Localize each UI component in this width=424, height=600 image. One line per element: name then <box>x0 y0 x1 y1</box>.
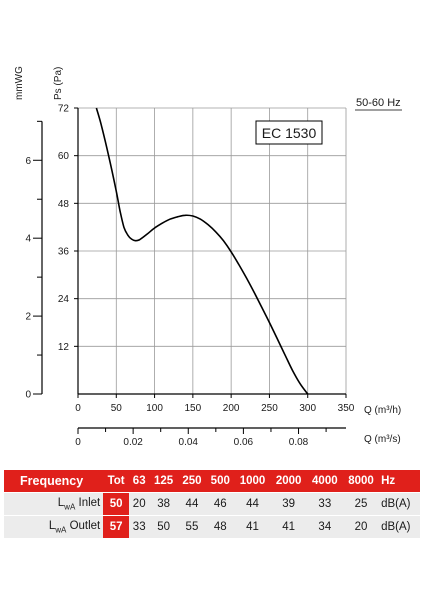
x-primary-tick-label: 100 <box>146 403 163 414</box>
y-primary-label: Ps (Pa) <box>53 67 64 100</box>
x-secondary-tick-label: 0 <box>75 437 81 448</box>
row-prefix: L <box>48 519 56 532</box>
inlet-value: 20 <box>128 492 150 516</box>
inlet-unit: dB(A) <box>379 492 420 516</box>
row-name: Inlet <box>78 496 101 509</box>
x-secondary-tick-label: 0.08 <box>289 437 309 448</box>
header-freq-125: 125 <box>149 470 178 493</box>
y-primary-tick-label: 60 <box>58 151 70 162</box>
y-secondary-tick-label: 0 <box>25 390 31 401</box>
x-primary-tick-label: 150 <box>185 403 202 414</box>
header-freq-250: 250 <box>177 470 207 493</box>
x-secondary-tick-label: 0.06 <box>234 437 254 448</box>
y-primary-tick-label: 48 <box>58 199 70 210</box>
y-secondary-tick-label: 2 <box>25 312 31 323</box>
inlet-value: 46 <box>206 492 235 516</box>
x-primary-tick-label: 0 <box>75 403 81 414</box>
table-row-inlet: LwA Inlet 50 20 38 44 46 44 39 33 25 dB(… <box>4 492 420 516</box>
table-row-outlet: LwA Outlet 57 33 50 55 48 41 41 34 20 dB… <box>4 515 420 538</box>
x-primary-tick-label: 250 <box>261 403 278 414</box>
x-secondary-label: Q (m³/s) <box>364 434 401 445</box>
header-unit: Hz <box>379 470 420 493</box>
chart-grid <box>77 107 347 395</box>
pressure-curve <box>95 107 309 395</box>
header-freq-8000: 8000 <box>342 470 380 493</box>
row-label-outlet: LwA Outlet <box>4 515 104 538</box>
outlet-value: 48 <box>206 515 235 538</box>
inlet-value: 39 <box>270 492 307 516</box>
inlet-value: 38 <box>149 492 178 516</box>
y-primary-tick-label: 72 <box>58 104 70 115</box>
inlet-value: 33 <box>306 492 343 516</box>
y-primary-tick-label: 12 <box>58 342 70 353</box>
y-secondary-tick-label: 4 <box>25 234 31 245</box>
y-secondary-label: mmWG <box>14 66 25 100</box>
row-name: Outlet <box>69 519 101 532</box>
inlet-value: 44 <box>234 492 271 516</box>
row-label-inlet: LwA Inlet <box>4 492 104 516</box>
outlet-unit: dB(A) <box>379 515 420 538</box>
outlet-value: 41 <box>270 515 307 538</box>
outlet-value: 41 <box>234 515 271 538</box>
frequency-label: 50-60 Hz <box>356 97 401 109</box>
y-primary-tick-label: 24 <box>58 294 70 305</box>
model-label-box <box>255 120 323 145</box>
row-sub: wA <box>55 525 67 535</box>
outlet-value: 33 <box>128 515 150 538</box>
x-primary-tick-label: 300 <box>299 403 316 414</box>
sound-power-table: Frequency Tot 63 125 250 500 1000 2000 4… <box>4 470 420 538</box>
header-freq-500: 500 <box>206 470 235 493</box>
x-secondary-tick-label: 0.04 <box>179 437 199 448</box>
header-freq-2000: 2000 <box>270 470 307 493</box>
inlet-value: 44 <box>177 492 207 516</box>
x-primary-label: Q (m³/h) <box>364 405 401 416</box>
header-freq-4000: 4000 <box>306 470 343 493</box>
outlet-value: 20 <box>342 515 380 538</box>
row-sub: wA <box>64 502 76 512</box>
inlet-value: 25 <box>342 492 380 516</box>
y-secondary-tick-label: 6 <box>25 156 31 167</box>
model-label: EC 1530 <box>262 125 317 141</box>
header-freq-1000: 1000 <box>234 470 271 493</box>
outlet-tot: 57 <box>103 515 129 538</box>
x-primary-tick-label: 200 <box>223 403 240 414</box>
header-freq-63: 63 <box>128 470 150 493</box>
header-frequency: Frequency <box>4 470 104 493</box>
outlet-value: 55 <box>177 515 207 538</box>
inlet-tot: 50 <box>103 492 129 516</box>
table-header-row: Frequency Tot 63 125 250 500 1000 2000 4… <box>4 470 420 493</box>
header-tot: Tot <box>103 470 129 493</box>
row-prefix: L <box>57 496 65 509</box>
x-primary-tick-label: 50 <box>111 403 123 414</box>
y-primary-tick-label: 36 <box>58 247 70 258</box>
x-primary-tick-label: 350 <box>338 403 355 414</box>
outlet-value: 34 <box>306 515 343 538</box>
outlet-value: 50 <box>149 515 178 538</box>
x-secondary-tick-label: 0.02 <box>123 437 143 448</box>
